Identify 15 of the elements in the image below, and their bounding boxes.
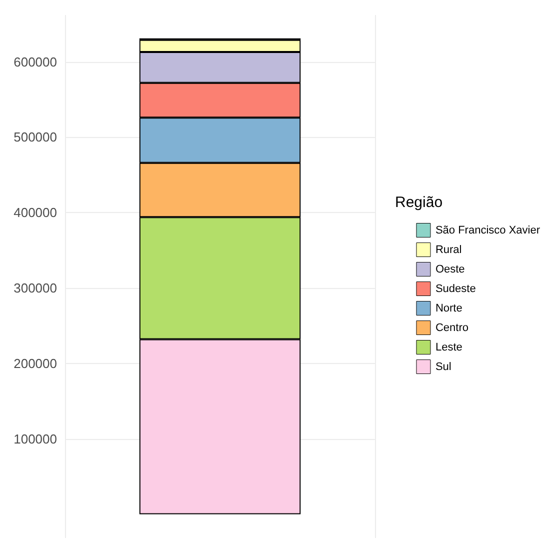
legend-label: Rural bbox=[435, 244, 462, 256]
y-tick-label: 300000 bbox=[14, 280, 57, 296]
legend-label: Norte bbox=[435, 302, 462, 314]
y-tick-label: 200000 bbox=[14, 356, 57, 371]
y-tick-label: 600000 bbox=[14, 54, 57, 70]
y-tick-label: 400000 bbox=[14, 205, 57, 220]
legend-label: Sul bbox=[435, 360, 452, 373]
y-tick-label: 100000 bbox=[14, 431, 57, 446]
legend-label: Centro bbox=[435, 322, 468, 334]
legend-label: Leste bbox=[435, 341, 462, 354]
legend-label: Oeste bbox=[435, 263, 465, 276]
y-tick-label: 500000 bbox=[14, 130, 57, 145]
legend-title: Região bbox=[395, 194, 443, 211]
legend-label: São Francisco Xavier bbox=[435, 224, 540, 236]
legend-label: Sudeste bbox=[435, 282, 476, 295]
